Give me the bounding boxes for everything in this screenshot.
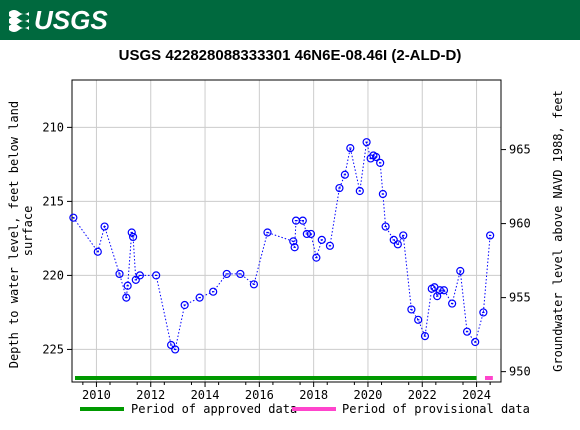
data-point [346, 143, 355, 153]
data-point [335, 183, 344, 193]
right-tick-label: 960 [509, 217, 531, 231]
data-point [407, 305, 416, 314]
data-point [180, 300, 189, 310]
x-tick-label: 2022 [408, 388, 437, 402]
data-point [376, 158, 385, 168]
data-point [127, 228, 136, 237]
series-path [72, 142, 491, 351]
right-tick-label: 965 [509, 143, 531, 157]
x-tick-label: 2018 [299, 388, 328, 402]
series-points [69, 138, 495, 354]
data-point [115, 269, 124, 279]
usgs-wave-icon [9, 10, 29, 32]
data-point [456, 266, 465, 276]
right-tick-label: 955 [509, 291, 531, 305]
left-tick-label: 210 [42, 120, 64, 134]
left-axis: 210 215 220 225 [42, 120, 72, 356]
data-point [289, 237, 298, 246]
approved-period-bar [75, 376, 477, 380]
usgs-logo-text: USGS [34, 4, 108, 35]
data-point [123, 281, 132, 290]
series-line [72, 142, 491, 351]
left-tick-label: 215 [42, 194, 64, 208]
left-tick-label: 220 [42, 268, 64, 282]
data-point [152, 271, 161, 280]
data-point [399, 231, 408, 240]
x-tick-label: 2016 [245, 388, 274, 402]
data-point [131, 275, 140, 284]
right-axis: 950 955 960 965 [501, 143, 531, 379]
provisional-period-bar [484, 376, 493, 380]
right-tick-label: 950 [509, 365, 531, 379]
data-point [389, 235, 398, 244]
right-axis-label: Groundwater level above NAVD 1988, feet [551, 90, 565, 372]
data-point [355, 186, 364, 196]
grid-lines [72, 80, 501, 382]
data-point [135, 271, 144, 280]
data-point [209, 287, 218, 296]
chart-title: USGS 422828088333301 46N6E-08.46I (2-ALD… [119, 47, 462, 64]
data-point [381, 222, 390, 231]
data-point [167, 340, 176, 350]
data-point [462, 327, 472, 336]
x-tick-label: 2024 [462, 388, 491, 402]
usgs-banner: USGS [0, 0, 580, 40]
x-tick-label: 2010 [82, 388, 111, 402]
legend-provisional-label: Period of provisional data [342, 402, 530, 416]
x-axis: 2010 2012 2014 2016 2018 2020 2022 2024 [82, 382, 491, 402]
data-point [340, 170, 349, 179]
data-point [439, 286, 449, 295]
data-point [122, 293, 131, 302]
left-tick-label: 225 [42, 342, 64, 356]
data-point [312, 253, 321, 262]
legend-approved-label: Period of approved data [131, 402, 297, 416]
data-point [486, 231, 495, 240]
data-point [362, 138, 371, 147]
data-point [471, 337, 480, 347]
usgs-logo[interactable]: USGS [8, 5, 108, 35]
data-point [128, 232, 138, 242]
data-point [306, 229, 316, 239]
data-point [393, 240, 402, 249]
data-point [171, 345, 180, 354]
left-axis-label-line1: Depth to water level, feet below land [7, 101, 21, 368]
x-tick-label: 2014 [191, 388, 220, 402]
data-point [93, 247, 102, 256]
legend: Period of approved data Period of provis… [80, 402, 530, 416]
left-axis-label-line2: surface [21, 206, 35, 257]
data-point [479, 308, 488, 317]
data-point [298, 216, 307, 225]
data-point [290, 243, 299, 252]
data-point [236, 269, 245, 279]
data-point [263, 228, 272, 237]
hydrograph-chart: USGS 422828088333301 46N6E-08.46I (2-ALD… [7, 47, 565, 416]
data-point [325, 241, 335, 250]
left-axis-label: Depth to water level, feet below land su… [7, 94, 35, 369]
data-point [317, 235, 326, 244]
data-point [100, 222, 109, 231]
x-tick-label: 2012 [136, 388, 165, 402]
data-point [378, 189, 387, 199]
data-point [414, 315, 423, 324]
x-tick-label: 2020 [354, 388, 383, 402]
data-point [195, 293, 204, 302]
data-point [249, 280, 259, 289]
plot-frame [71, 79, 502, 383]
data-point [222, 269, 231, 279]
data-point [69, 213, 78, 222]
data-point [448, 299, 457, 308]
period-bars [75, 376, 493, 380]
data-point [420, 332, 430, 341]
data-point [372, 152, 381, 162]
